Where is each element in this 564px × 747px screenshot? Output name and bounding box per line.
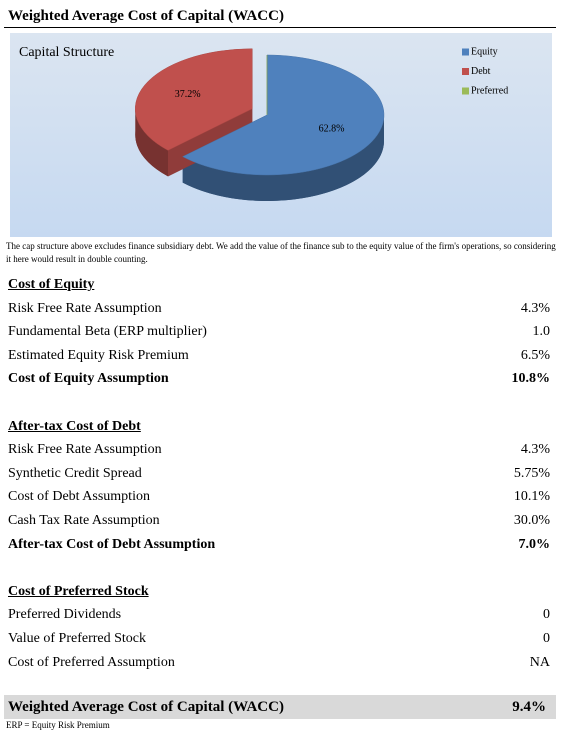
legend-swatch — [462, 68, 469, 75]
row-value: 1.0 — [532, 324, 551, 340]
slice — [135, 48, 253, 151]
row: Synthetic Credit Spread 5.75% — [0, 462, 564, 486]
legend-label: Debt — [471, 66, 491, 77]
row: Fundamental Beta (ERP multiplier) 1.0 — [0, 320, 564, 344]
row: Value of Preferred Stock 0 — [0, 627, 564, 651]
row: Cash Tax Rate Assumption 30.0% — [0, 509, 564, 533]
slice — [182, 54, 385, 176]
section-title: Cost of Preferred Stock — [0, 580, 564, 604]
wacc-label: Weighted Average Cost of Capital (WACC) — [8, 698, 284, 715]
slice-rim — [135, 108, 169, 177]
row-value: 5.75% — [513, 465, 550, 481]
total-value: 7.0% — [518, 536, 551, 552]
total-value: 10.8% — [511, 371, 551, 387]
row-value: NA — [529, 654, 550, 670]
section-title: After-tax Cost of Debt — [0, 415, 564, 439]
note: The cap structure above excludes finance… — [6, 241, 556, 264]
legend-swatch — [462, 87, 469, 95]
row-label: Preferred Dividends — [8, 607, 122, 623]
footnote: ERP = Equity Risk Premium — [6, 720, 110, 730]
legend-swatch — [462, 48, 469, 56]
spacer — [0, 391, 564, 415]
row-label: Synthetic Credit Spread — [8, 465, 142, 481]
wacc-row: Weighted Average Cost of Capital (WACC) 9… — [4, 695, 556, 719]
total-row: After-tax Cost of Debt Assumption 7.0% — [0, 533, 564, 557]
wacc-value: 9.4% — [512, 698, 546, 715]
sections: Cost of Equity Risk Free Rate Assumption 4… — [0, 273, 564, 674]
section-title: Cost of Equity — [0, 273, 564, 297]
row-label: Cash Tax Rate Assumption — [8, 512, 160, 528]
row: Cost of Preferred Assumption NA — [0, 651, 564, 675]
row-label: Risk Free Rate Assumption — [8, 300, 162, 316]
legend-label: Preferred — [471, 85, 508, 96]
data-label: 37.2% — [175, 89, 201, 100]
row-label: Cost of Debt Assumption — [8, 489, 150, 505]
row: Risk Free Rate Assumption 4.3% — [0, 297, 564, 321]
row-value: 10.1% — [513, 489, 550, 505]
row: Preferred Dividends 0 — [0, 603, 564, 627]
chart-title: Capital Structure — [19, 45, 114, 60]
row-value: 6.5% — [520, 347, 550, 363]
row-label: Risk Free Rate Assumption — [8, 442, 162, 458]
row: Risk Free Rate Assumption 4.3% — [0, 438, 564, 462]
page-title: Weighted Average Cost of Capital (WACC) — [4, 4, 556, 28]
row-label: Cost of Preferred Assumption — [8, 654, 175, 670]
total-label: Cost of Equity Assumption — [8, 371, 169, 387]
row: Estimated Equity Risk Premium 6.5% — [0, 344, 564, 368]
total-label: After-tax Cost of Debt Assumption — [8, 536, 216, 552]
section-title-text: Cost of Equity — [8, 277, 95, 292]
row-value: 4.3% — [520, 442, 550, 458]
row-value: 4.3% — [520, 300, 550, 316]
spacer — [0, 556, 564, 580]
row-label: Fundamental Beta (ERP multiplier) — [8, 324, 207, 340]
legend-label: Equity — [471, 46, 498, 57]
row: Cost of Debt Assumption 10.1% — [0, 485, 564, 509]
section-title-text: After-tax Cost of Debt — [8, 418, 141, 434]
total-row: Cost of Equity Assumption 10.8% — [0, 367, 564, 391]
row-label: Value of Preferred Stock — [8, 630, 147, 646]
row-value: 0 — [543, 607, 550, 623]
data-label: 62.8% — [319, 123, 345, 134]
row-value: 0 — [543, 630, 550, 646]
chart: Capital Structure 62.8% 37.2% Equity Debt Pr… — [10, 33, 552, 237]
section-title-text: Cost of Preferred Stock — [8, 583, 149, 599]
row-label: Estimated Equity Risk Premium — [8, 347, 189, 363]
row-value: 30.0% — [513, 512, 550, 528]
slice-rim — [182, 115, 384, 202]
